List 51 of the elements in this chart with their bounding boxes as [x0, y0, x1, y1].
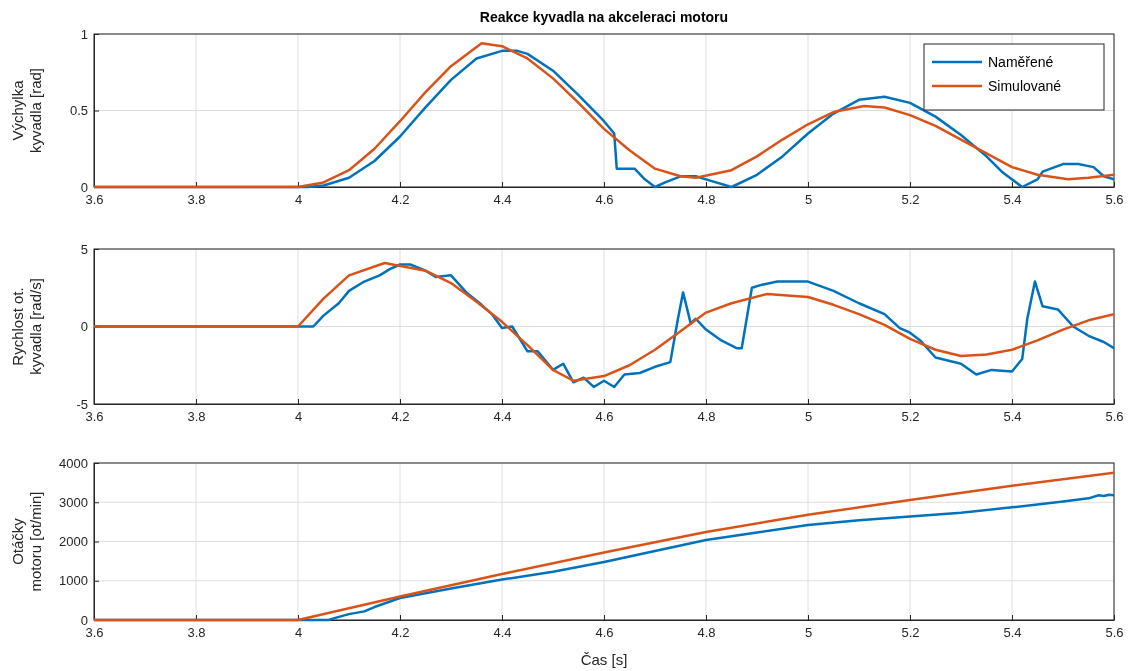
x-tick-label: 4.8	[697, 192, 716, 208]
x-tick-label: 3.6	[85, 409, 104, 425]
x-tick-label: 5.4	[1003, 409, 1022, 425]
x-tick-label: 4	[294, 192, 303, 208]
x-axis-title: Čas [s]	[580, 651, 628, 668]
x-tick-label: 3.8	[187, 409, 206, 425]
x-tick-label: 5	[804, 625, 813, 641]
x-tick-label: 5.2	[901, 409, 920, 425]
x-tick-label: 4.6	[595, 409, 614, 425]
y-tick-label: 0.5	[69, 103, 88, 119]
x-tick-label: 5.6	[1105, 625, 1124, 641]
x-tick-label: 4.6	[595, 192, 614, 208]
x-tick-label: 3.8	[187, 192, 206, 208]
y-tick-label: -5	[76, 396, 88, 412]
y-tick-label: 1	[80, 26, 88, 42]
y-tick-label: 3000	[59, 494, 88, 510]
x-tick-label: 5	[804, 192, 813, 208]
x-tick-label: 5.2	[901, 192, 920, 208]
x-tick-label: 4.2	[391, 192, 410, 208]
x-tick-label: 5	[804, 409, 813, 425]
x-tick-label: 4.8	[697, 625, 716, 641]
legend-label: Simulované	[988, 78, 1062, 94]
y-tick-label: 5	[80, 241, 88, 257]
x-tick-label: 4.4	[493, 625, 512, 641]
y-axis-title: Výchylka kyvadla [rad]	[9, 67, 44, 154]
x-tick-label: 3.6	[85, 192, 104, 208]
x-tick-label: 4.4	[493, 192, 512, 208]
x-tick-label: 5.6	[1105, 192, 1124, 208]
y-tick-label: 2000	[59, 534, 88, 550]
x-tick-label: 4.2	[391, 625, 410, 641]
legend-label: Naměřené	[988, 54, 1054, 70]
x-tick-label: 3.8	[187, 625, 206, 641]
x-tick-label: 4	[294, 409, 303, 425]
y-axis-title: Rychlost ot. kyvadla [rad/s]	[9, 278, 44, 375]
x-tick-label: 4.2	[391, 409, 410, 425]
x-tick-label: 4.4	[493, 409, 512, 425]
y-tick-label: 4000	[59, 455, 88, 471]
x-tick-label: 5.4	[1003, 192, 1022, 208]
chart-title: Reakce kyvadla na akceleraci motoru	[479, 9, 729, 25]
y-tick-label: 0	[80, 319, 88, 335]
y-axis-title: Otáčky motoru [ot/min]	[9, 491, 44, 592]
x-tick-label: 5.6	[1105, 409, 1124, 425]
x-tick-label: 3.6	[85, 625, 104, 641]
y-tick-label: 0	[80, 612, 88, 628]
x-tick-label: 5.2	[901, 625, 920, 641]
y-tick-label: 0	[80, 179, 88, 195]
x-tick-label: 4.6	[595, 625, 614, 641]
x-tick-label: 4	[294, 625, 303, 641]
x-tick-label: 4.8	[697, 409, 716, 425]
x-tick-label: 5.4	[1003, 625, 1022, 641]
y-tick-label: 1000	[59, 573, 88, 589]
